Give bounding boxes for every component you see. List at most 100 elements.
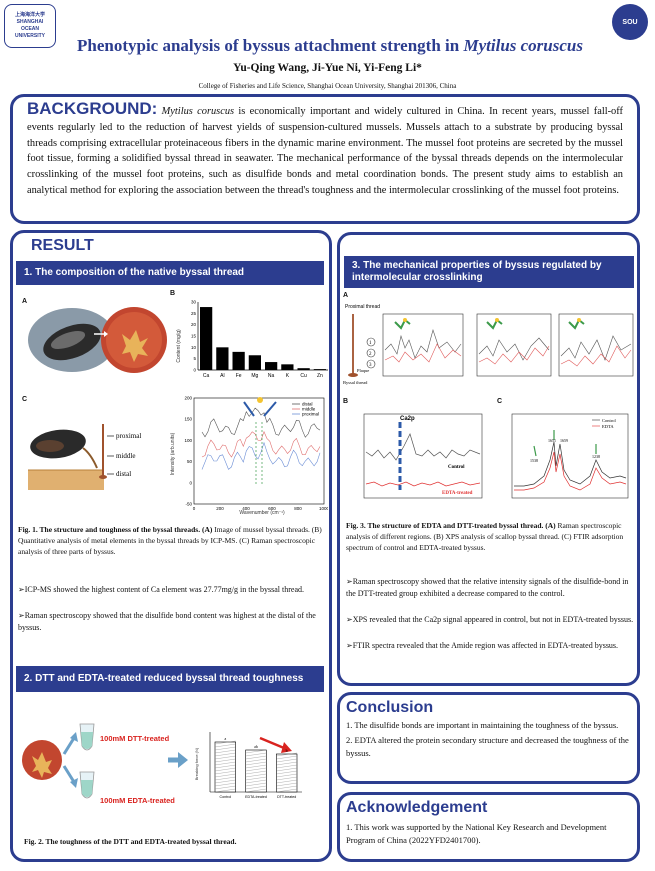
background-heading: BACKGROUND: (27, 99, 158, 118)
toughness-bar-hatch (214, 761, 236, 766)
toughness-bar-hatch (214, 788, 236, 793)
ftir-peak-1238: 1238 (592, 454, 600, 459)
raman-xtick-label: 600 (268, 506, 276, 511)
raman-ytick-label: 50 (187, 459, 193, 464)
raman-legend-label: proximal (302, 412, 319, 417)
conclusion-item-1: 1. The disulfide bonds are important in … (346, 720, 619, 730)
toughness-bar-hatch (245, 749, 267, 754)
toughness-bar-hatch (214, 749, 236, 754)
sec3-note-xps: ➢XPS revealed that the Ca2p signal appea… (346, 615, 634, 624)
raman-series-line (201, 441, 321, 470)
raman-legend-label: middle (302, 407, 316, 412)
raman-series-line (201, 430, 321, 458)
raman-arrow (243, 401, 277, 417)
panel-b-label: B (170, 290, 176, 297)
toughness-bar-hatch (214, 752, 236, 757)
toughness-bar-hatch (214, 779, 236, 784)
raman-xlabel: Wavenumber (cm⁻¹) (239, 510, 285, 516)
toughness-bar-hatch (214, 782, 236, 787)
toughness-category-label: Control (220, 795, 232, 799)
toughness-bar-hatch (214, 773, 236, 778)
raman-legend-label: distal (302, 402, 313, 407)
acknowledgement-text: 1. This work was supported by the Nation… (346, 822, 607, 845)
toughness-bar-hatch (276, 779, 298, 784)
icp-bar (297, 368, 310, 370)
toughness-bar-hatch (245, 755, 267, 760)
xps-control-label: Control (448, 465, 465, 470)
icp-category-label: Fe (236, 373, 242, 379)
plaque-label: Plaque (357, 368, 369, 373)
toughness-category-label: EDTA-treated (245, 795, 267, 799)
byssal-thread-label: Byssal thread (343, 380, 368, 385)
icp-category-label: Al (220, 373, 224, 379)
byssus-label-proximal: proximal (116, 432, 141, 440)
icp-bar (265, 362, 278, 370)
sec3-panel-c-label: C (497, 398, 503, 405)
fig1-caption: Fig. 1. The structure and toughness of t… (18, 525, 322, 556)
raman-subplot-2 (476, 313, 552, 377)
fig2-caption: Fig. 2. The toughness of the DTT and EDT… (24, 837, 237, 846)
toughness-bar-hatch (245, 782, 267, 787)
icp-ytick-label: 5 (193, 356, 196, 361)
fig1-note-icpms: ➢ICP-MS showed the highest content of Ca… (18, 585, 304, 594)
byssus-label-distal: distal (116, 470, 131, 478)
proximal-thread-label: Proximal thread (345, 304, 380, 310)
toughness-bar-hatch (245, 779, 267, 784)
toughness-sig-letter: ab (254, 744, 258, 749)
raman-xtick-label: 200 (216, 506, 224, 511)
acknowledgement-box: Acknowledgement 1. This work was support… (337, 792, 640, 862)
toughness-bar-hatch (214, 758, 236, 763)
toughness-bar-hatch (276, 776, 298, 781)
result-heading: RESULT (31, 237, 94, 254)
raman-xtick-label: 1000 (319, 506, 328, 511)
right-university-seal: SOU (612, 4, 648, 40)
raman-xtick-label: 0 (193, 506, 196, 511)
raman-regions-figure: Proximal thread 1 2 3 Plaque Byssal thre… (343, 304, 634, 385)
toughness-bar-hatch (245, 764, 267, 769)
author-list: Yu-Qing Wang, Ji-Yue Ni, Yi-Feng Li* (233, 62, 422, 74)
toughness-category-label: DTT-treated (277, 795, 296, 799)
toughness-bar-hatch (276, 758, 298, 763)
toughness-bar (214, 741, 236, 793)
toughness-bar-hatch (214, 740, 236, 745)
icp-ytick-label: 15 (191, 334, 197, 339)
raman-xtick-label: 800 (294, 506, 302, 511)
raman-line-chart: Intensity (arb.units) Wavenumber (cm⁻¹) … (170, 396, 328, 517)
title-species: Mytilus coruscus (463, 36, 583, 55)
sec3-note-ftir: ➢FTIR spectra revealed that the Amide re… (346, 641, 619, 650)
toughness-bar-hatch (276, 788, 298, 793)
icp-bar (281, 364, 294, 370)
affiliation: College of Fisheries and Life Science, S… (198, 82, 457, 90)
background-box: BACKGROUND: Mytilus coruscus is economic… (10, 94, 640, 224)
edta-label: 100mM EDTA-treated (100, 796, 175, 805)
ftir-legend-control: Control (602, 418, 617, 423)
left-university-logo: 上海海洋大学 SHANGHAI OCEAN UNIVERSITY (4, 4, 56, 48)
xps-ca2p-label: Ca2p (400, 416, 415, 422)
toughness-bar-hatch (276, 752, 298, 757)
toughness-bar-chart: Breaking force (N) a Control ab EDTA-treate… (194, 732, 302, 799)
toughness-bar-hatch (245, 758, 267, 763)
section2-title: 2. DTT and EDTA-treated reduced byssal t… (16, 666, 324, 692)
icp-category-label: Zn (317, 373, 323, 379)
toughness-bar-hatch (214, 776, 236, 781)
raman-ylabel: Intensity (arb.units) (170, 432, 176, 475)
section1-title: 1. The composition of the native byssal … (16, 261, 324, 285)
byssus-label-middle: middle (116, 452, 135, 460)
conclusion-heading: Conclusion (346, 699, 434, 716)
toughness-bar-hatch (276, 770, 298, 775)
region-2: 2 (369, 352, 372, 357)
toughness-bar-hatch (276, 785, 298, 790)
icp-bar (216, 347, 229, 370)
mussel-photo (22, 304, 168, 374)
conclusion-box: Conclusion 1. The disulfide bonds are im… (337, 692, 640, 784)
raman-ytick-label: 0 (189, 480, 192, 485)
ftir-legend-edta: EDTA (602, 424, 614, 429)
toughness-bar-hatch (214, 767, 236, 772)
raman-ytick-label: -50 (185, 502, 192, 507)
toughness-bar-hatch (276, 767, 298, 772)
ftir-peak-1659: 1659 (560, 438, 568, 443)
toughness-bar-hatch (245, 785, 267, 790)
toughness-bar-hatch (214, 770, 236, 775)
toughness-bar-hatch (276, 764, 298, 769)
conclusion-item-2: 2. EDTA altered the protein secondary st… (346, 735, 629, 758)
